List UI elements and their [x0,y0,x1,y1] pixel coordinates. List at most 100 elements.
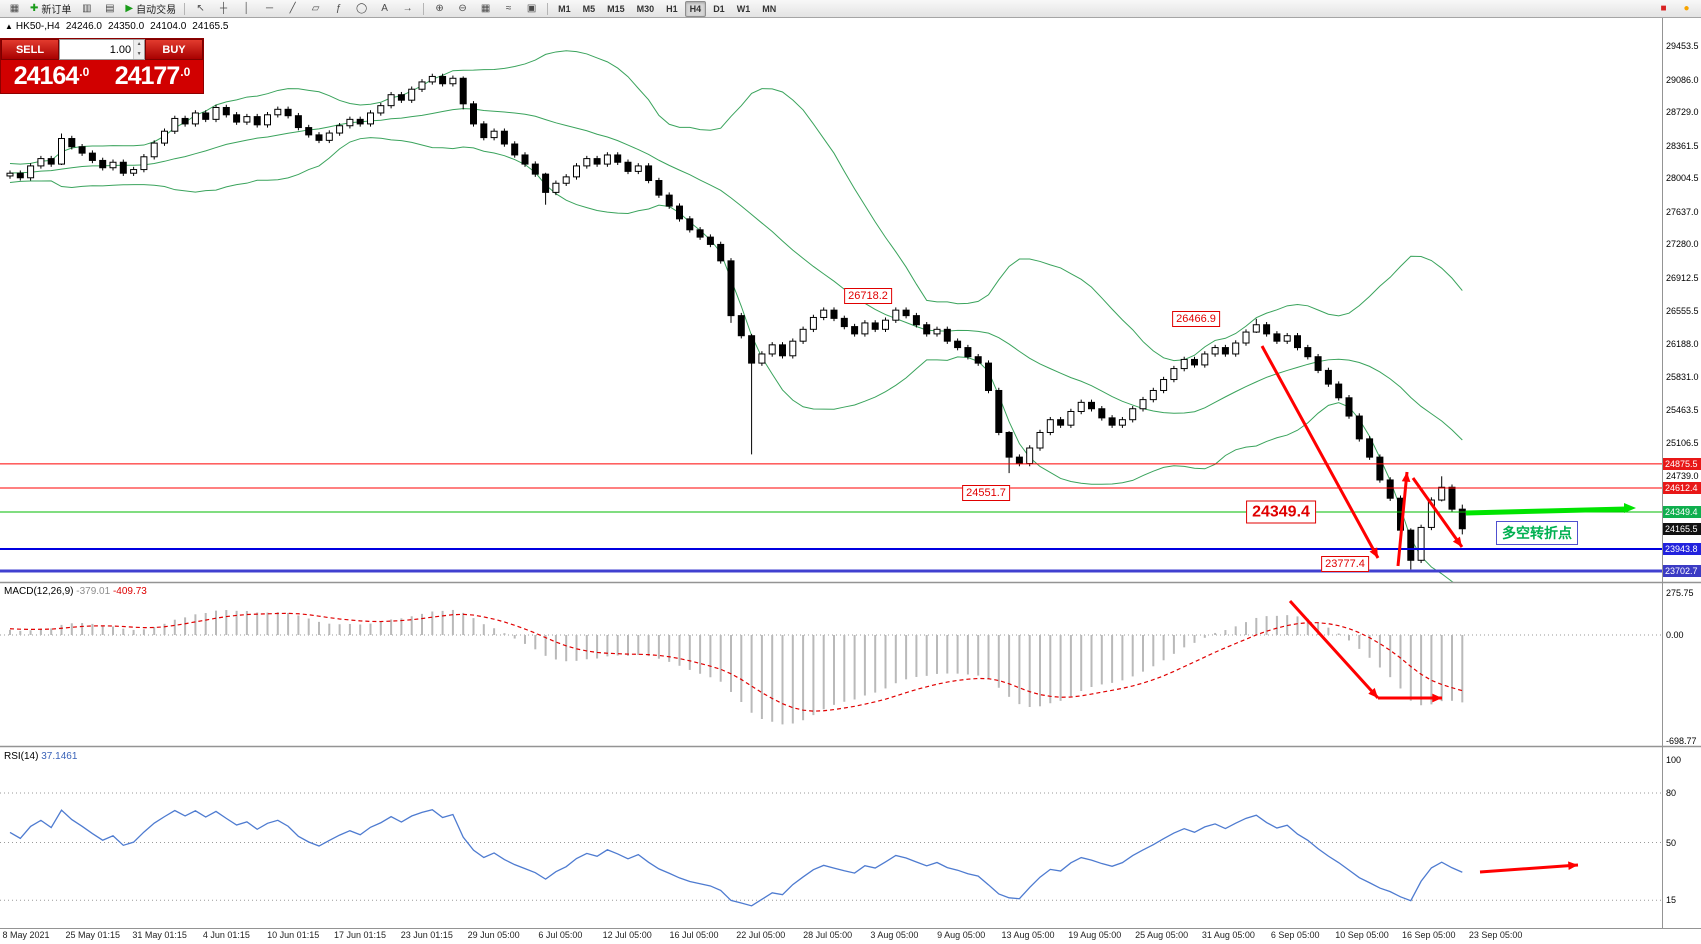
high-value: 24350.0 [107,21,145,32]
price-axis-label: 25463.5 [1666,405,1699,416]
bollinger-upper-band[interactable] [9,50,1463,362]
price-axis-label: 27280.0 [1666,239,1699,250]
trend-arrow[interactable] [1396,471,1411,567]
volume-input[interactable] [60,40,134,59]
news-status-icon[interactable]: ● [1683,3,1690,14]
buy-price-main: 24177 [114,62,181,90]
axis-price-chip: 24875.5 [1663,457,1701,470]
price-annotation-label[interactable]: 24349.4 [1246,500,1316,524]
price-annotation-label[interactable]: 26466.9 [1172,310,1220,327]
rsi-arrow[interactable] [1479,861,1579,874]
new-order-button[interactable]: ✚ 新订单 [27,0,74,17]
vertical-line-icon[interactable]: │ [236,0,257,17]
time-axis-label: 6 Sep 05:00 [1270,930,1320,940]
auto-trading-button[interactable]: ▶ 自动交易 [122,0,179,17]
time-axis-label: 10 Jun 01:15 [267,930,320,940]
horizontal-line-icon: ─ [266,2,274,14]
crosshair-icon[interactable]: ┼ [213,0,234,17]
ellipse-icon[interactable]: ◯ [351,0,372,17]
collapse-icon[interactable]: ▲ [5,22,13,31]
toolbar-separator [423,2,425,15]
timeframe-button-m30[interactable]: M30 [636,3,655,14]
price-axis-label: 24739.0 [1666,471,1699,482]
macd-name: MACD(12,26,9) [4,586,74,597]
timeframe-button-m5[interactable]: M5 [582,3,596,14]
zoom-out-icon[interactable]: ⊖ [452,0,473,17]
volume-up-icon[interactable]: ▲ [134,40,144,50]
time-axis-label: 12 Jul 05:00 [602,930,652,940]
indicators-icon[interactable]: ≈ [498,0,519,17]
price-axis-label: 28004.5 [1666,173,1699,184]
crosshair-icon: ┼ [220,2,228,14]
timeframe-button-h4[interactable]: H4 [684,0,707,17]
zoom-in-icon[interactable]: ⊕ [429,0,450,17]
timeframe-button-m15[interactable]: M15 [607,3,625,14]
sell-price-decimal: .0 [79,64,90,79]
turning-point-note[interactable]: 多空转折点 [1496,521,1578,545]
trendline-icon[interactable]: ╱ [282,0,303,17]
macd-axis-label: -698.77 [1666,736,1697,747]
chart-candles-icon[interactable]: ▥ [76,0,97,17]
terminal-icon[interactable]: ▦ [4,0,25,17]
volume-down-icon[interactable]: ▼ [134,49,144,59]
vertical-line-icon: │ [243,2,250,14]
zoom-out-icon: ⊖ [458,2,467,14]
buy-button[interactable]: BUY [145,39,203,60]
price-annotation-label[interactable]: 24551.7 [962,485,1010,502]
time-axis-label: 9 Aug 05:00 [937,930,986,940]
equidistant-channel-icon: ▱ [311,2,320,14]
profiles-icon[interactable]: ▤ [99,0,120,17]
text-icon[interactable]: A [374,0,395,17]
arrow-object-icon[interactable]: → [397,0,418,17]
price-annotation-label[interactable]: 26718.2 [844,287,892,304]
templates-icon[interactable]: ▣ [521,0,542,17]
cursor-icon[interactable]: ↖ [190,0,211,17]
time-axis-label: 28 Jul 05:00 [803,930,853,940]
sell-price[interactable]: 24164 .0 [1,60,102,93]
rsi-line [9,809,1463,907]
timeframe-button-m1[interactable]: M1 [558,3,571,14]
time-axis-label: 4 Jun 01:15 [202,930,250,940]
trendline-icon: ╱ [289,2,296,14]
macd-arrow[interactable] [1378,693,1442,703]
fibonacci-icon[interactable]: ƒ [328,0,349,17]
tile-windows-icon: ▦ [480,2,491,14]
tile-windows-icon[interactable]: ▦ [475,0,496,17]
new-order-button-label: 新订单 [41,5,72,16]
volume-stepper[interactable]: ▲ ▼ [133,40,144,59]
trend-arrow[interactable] [1260,345,1380,559]
timeframe-button-w1[interactable]: W1 [736,3,751,14]
bollinger-middle-band[interactable] [9,108,1463,441]
price-annotation-label[interactable]: 23777.4 [1321,556,1369,573]
time-axis-label: 13 Aug 05:00 [1001,930,1055,940]
rsi-panel[interactable] [0,792,1662,907]
bollinger-lower-band[interactable] [9,137,1462,590]
equidistant-channel-icon[interactable]: ▱ [305,0,326,17]
axis-price-chip: 23702.7 [1663,564,1701,577]
trend-arrow[interactable] [1411,477,1464,548]
price-axis-label: 29086.0 [1666,74,1699,85]
time-axis-label: 19 Aug 05:00 [1068,930,1122,940]
timeframe-button-mn[interactable]: MN [762,3,777,14]
rsi-axis-label: 80 [1666,788,1677,798]
timeframe-button-h1[interactable]: H1 [666,3,678,14]
macd-panel[interactable] [0,599,1662,725]
toolbar-separator [184,2,186,15]
main-chart-panel[interactable] [0,50,1662,590]
horizontal-line-icon[interactable]: ─ [259,0,280,17]
alert-status-icon[interactable]: ■ [1660,3,1667,14]
timeframe-button-d1[interactable]: D1 [713,3,725,14]
time-axis-label: 29 Jun 05:00 [467,930,520,940]
axis-price-chip: 24165.5 [1663,522,1701,535]
time-axis-label: 22 Jul 05:00 [736,930,786,940]
macd-axis-label: 0.00 [1666,630,1684,640]
rsi-value: 37.1461 [41,751,78,762]
sell-button[interactable]: SELL [1,39,59,60]
macd-arrow[interactable] [1288,599,1380,700]
macd-indicator-label: MACD(12,26,9) -379.01 -409.73 [4,586,147,597]
buy-price[interactable]: 24177 .0 [102,60,203,93]
support-trend-segment[interactable] [1465,506,1627,516]
toolbar: ▦ ✚ 新订单 ▥ ▤ ▶ 自动交易 ↖ ┼ │ ─ ╱ ▱ ƒ ◯ A → ⊕ ⊖ ▦ ≈ ▣ M1 M5 M15 M30 H1 H… [0,0,1701,18]
ellipse-icon: ◯ [355,2,368,14]
